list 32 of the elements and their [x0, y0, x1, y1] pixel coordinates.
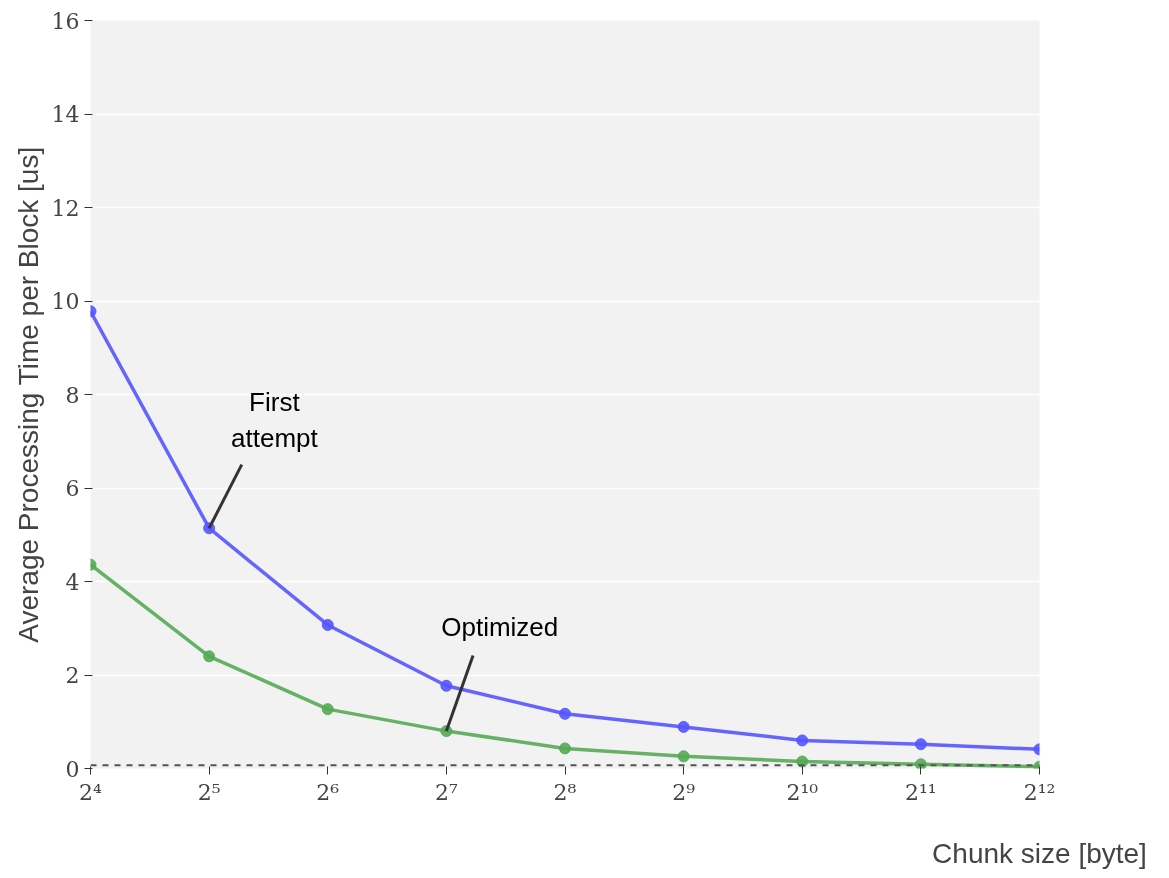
- y-tick-label: 0: [65, 756, 80, 782]
- y-tick-label: 2: [65, 663, 80, 688]
- x-tick-label: 2⁹: [672, 779, 696, 805]
- y-tick-label: 4: [65, 569, 80, 595]
- annotation: First attempt: [231, 387, 319, 454]
- point: [914, 738, 927, 751]
- x-axis-title: Chunk size [byte]: [932, 837, 1147, 869]
- x-tick-label: 2⁶: [316, 779, 340, 805]
- point: [559, 742, 571, 755]
- y-tick-label: 8: [65, 382, 80, 408]
- annotation: Optimized: [441, 612, 559, 643]
- point: [203, 650, 216, 663]
- x-tick-label: 2¹¹: [905, 779, 937, 805]
- y-tick-label: 12: [51, 195, 80, 221]
- point: [321, 618, 334, 631]
- point: [559, 707, 571, 720]
- point: [796, 734, 809, 747]
- x-tick-label: 2⁵: [197, 779, 221, 805]
- x-tick-label: 2¹⁰: [786, 779, 819, 805]
- y-axis-title: Average Processing Time per Block [us]: [12, 146, 44, 643]
- point: [677, 720, 690, 733]
- y-tick-label: 14: [51, 102, 80, 127]
- y-tick-label: 6: [65, 476, 80, 501]
- x-tick-label: 2⁴: [79, 779, 103, 805]
- x-tick-label: 2¹²: [1023, 779, 1056, 805]
- point: [677, 750, 690, 763]
- x-tick-label: 2⁷: [434, 779, 458, 805]
- point: [440, 679, 453, 692]
- point: [321, 703, 334, 716]
- y-tick-label: 16: [51, 8, 80, 34]
- y-tick-label: 10: [51, 289, 80, 314]
- x-tick-label: 2⁸: [553, 779, 577, 805]
